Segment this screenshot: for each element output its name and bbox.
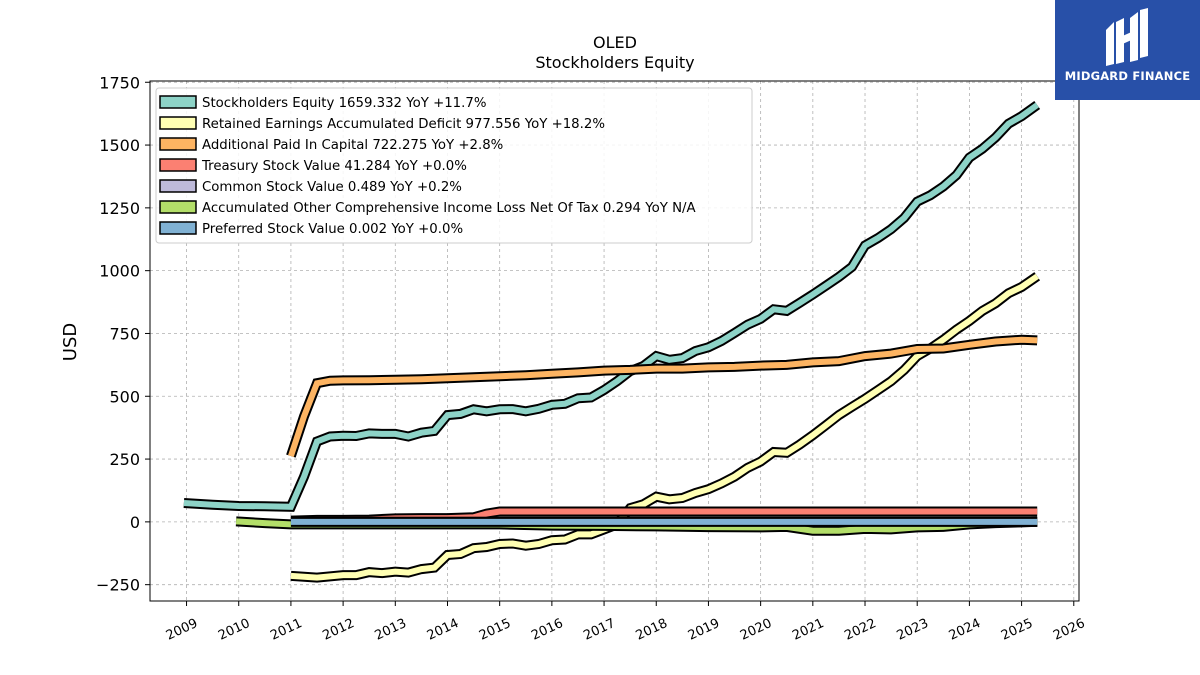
legend-item: Additional Paid In Capital 722.275 YoY +… — [159, 137, 503, 153]
series-line — [288, 336, 1038, 458]
y-tick-label: 500 — [109, 387, 140, 406]
x-tick-label: 2018 — [634, 616, 670, 644]
x-tick-label: 2009 — [164, 616, 200, 644]
legend-swatch — [159, 221, 197, 235]
legend-label: Additional Paid In Capital 722.275 YoY +… — [202, 138, 503, 153]
legend-swatch — [159, 158, 197, 172]
x-tick-label: 2023 — [895, 616, 931, 644]
plot-frame — [149, 80, 1080, 602]
x-tick-label: 2010 — [216, 616, 252, 644]
y-tick-label: 1500 — [99, 136, 140, 155]
brand-logo: MIDGARD FINANCE — [1055, 0, 1200, 100]
legend-item: Retained Earnings Accumulated Deficit 97… — [159, 116, 605, 132]
series-3 — [286, 334, 1038, 458]
legend-label: Accumulated Other Comprehensive Income L… — [202, 201, 696, 216]
x-tick-label: 2015 — [477, 616, 513, 644]
x-tick-label: 2014 — [425, 616, 461, 644]
chart-subtitle: Stockholders Equity — [535, 53, 695, 72]
series-line-outline — [290, 272, 1041, 583]
x-tick-label: 2021 — [790, 616, 826, 644]
legend-label: Preferred Stock Value 0.002 YoY +0.0% — [202, 222, 463, 237]
series-line — [290, 273, 1039, 581]
legend-label: Common Stock Value 0.489 YoY +0.2% — [202, 180, 462, 195]
y-axis: −250 0 250 500 750 1000 1250 1500 1750 — [96, 73, 150, 595]
legend-swatch — [159, 95, 197, 109]
x-tick-label: 2013 — [373, 616, 409, 644]
legend: Stockholders Equity 1659.332 YoY +11.7% R… — [155, 87, 753, 244]
series-2 — [290, 272, 1041, 583]
legend-swatch — [159, 137, 197, 151]
legend-label: Treasury Stock Value 41.284 YoY +0.0% — [201, 159, 467, 174]
series-layer — [183, 100, 1041, 583]
midgard-logo-icon — [1106, 8, 1148, 66]
y-tick-label: 250 — [109, 450, 140, 469]
brand-name: MIDGARD FINANCE — [1064, 69, 1191, 83]
y-tick-label: 1000 — [99, 262, 140, 281]
legend-item: Preferred Stock Value 0.002 YoY +0.0% — [159, 221, 463, 237]
x-tick-label: 2024 — [947, 616, 983, 644]
legend-swatch — [159, 179, 197, 193]
legend-item: Stockholders Equity 1659.332 YoY +11.7% — [159, 95, 486, 111]
legend-swatch — [159, 200, 197, 214]
y-tick-label: −250 — [96, 576, 140, 595]
y-axis-label: USD — [60, 323, 81, 361]
legend-item: Treasury Stock Value 41.284 YoY +0.0% — [159, 158, 467, 174]
legend-label: Retained Earnings Accumulated Deficit 97… — [202, 117, 605, 132]
legend-box — [155, 87, 753, 244]
chart-title: OLED — [593, 33, 637, 52]
x-tick-label: 2022 — [842, 616, 878, 644]
y-tick-label: 750 — [109, 324, 140, 343]
y-tick-label: 1250 — [99, 199, 140, 218]
legend-item: Accumulated Other Comprehensive Income L… — [159, 200, 696, 216]
x-tick-label: 2012 — [320, 616, 356, 644]
x-tick-label: 2025 — [999, 616, 1035, 644]
x-tick-label: 2019 — [686, 616, 722, 644]
x-tick-label: 2016 — [529, 616, 565, 644]
legend-label: Stockholders Equity 1659.332 YoY +11.7% — [202, 96, 486, 111]
x-tick-label: 2017 — [581, 616, 617, 644]
x-tick-label: 2020 — [738, 616, 774, 644]
legend-item: Common Stock Value 0.489 YoY +0.2% — [159, 179, 462, 195]
y-tick-label: 0 — [130, 513, 140, 532]
x-axis: 2009 2010 2011 2012 2013 2014 2015 2016 2017 2018… — [164, 601, 1087, 644]
legend-swatch — [159, 116, 197, 130]
x-tick-label: 2026 — [1051, 616, 1087, 644]
x-tick-label: 2011 — [268, 616, 304, 644]
y-tick-label: 1750 — [99, 73, 140, 92]
